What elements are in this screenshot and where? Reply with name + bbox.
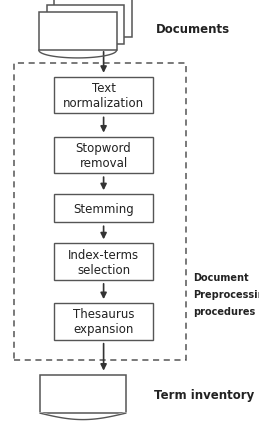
Bar bbox=[54, 137, 153, 174]
Text: Index-terms
selection: Index-terms selection bbox=[68, 248, 139, 276]
Text: Term inventory: Term inventory bbox=[154, 389, 254, 401]
Bar bbox=[54, 195, 153, 222]
Bar bbox=[40, 375, 126, 413]
Text: procedures: procedures bbox=[193, 306, 255, 316]
Bar bbox=[39, 13, 117, 51]
Text: Text
normalization: Text normalization bbox=[63, 82, 144, 110]
Text: Thesaurus
expansion: Thesaurus expansion bbox=[73, 308, 134, 336]
Bar bbox=[54, 0, 132, 38]
Bar bbox=[54, 303, 153, 340]
Bar bbox=[54, 244, 153, 280]
Text: Documents: Documents bbox=[155, 23, 229, 36]
Bar bbox=[47, 6, 124, 45]
Text: Stopword
removal: Stopword removal bbox=[76, 141, 132, 170]
Bar bbox=[54, 78, 153, 114]
Text: Stemming: Stemming bbox=[73, 202, 134, 215]
Text: Document: Document bbox=[193, 272, 249, 282]
Bar bbox=[14, 64, 186, 360]
Text: Preprocessing: Preprocessing bbox=[193, 289, 259, 299]
